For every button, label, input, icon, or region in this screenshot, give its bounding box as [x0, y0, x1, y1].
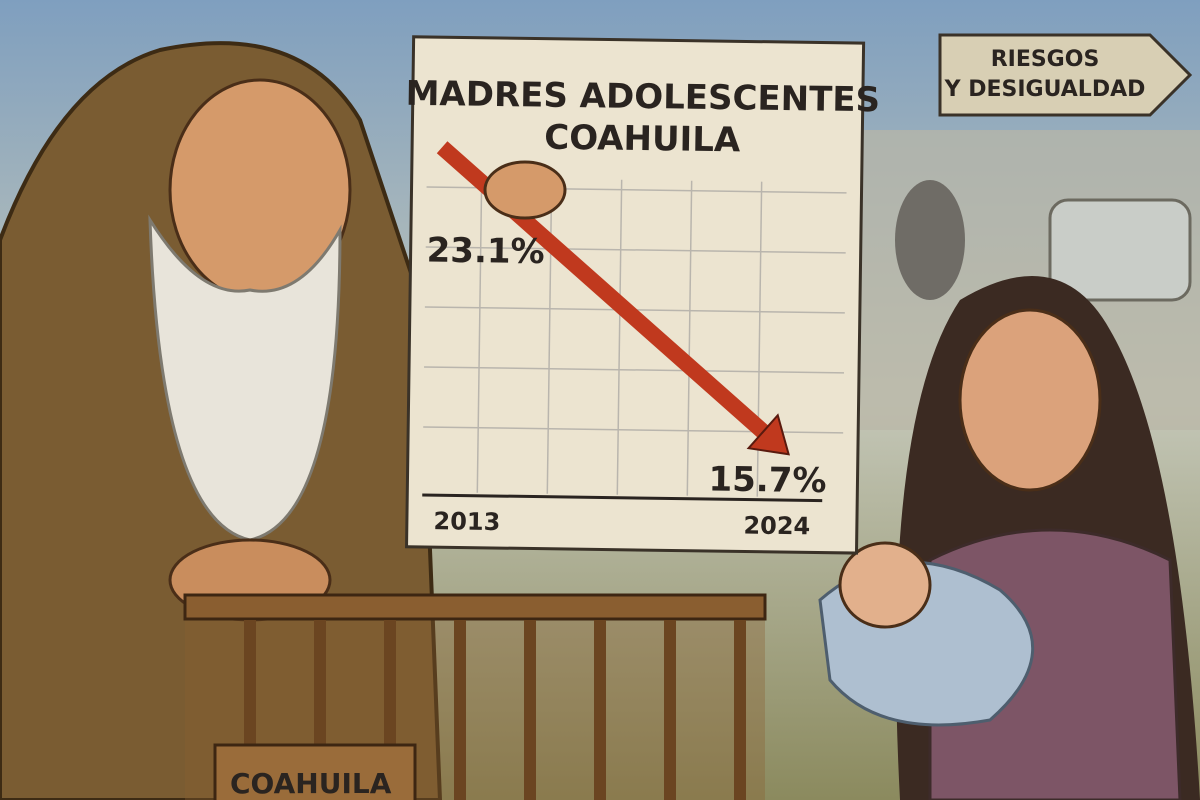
- baby-face: [838, 541, 932, 629]
- old-man-fist: [483, 160, 567, 220]
- sign-text: Y DESIGUALDAD: [944, 77, 1146, 102]
- arrow-head: [746, 413, 790, 456]
- chart-paper: MADRES ADOLESCENTESCOAHUILA 2013 2024 23.1…: [405, 35, 881, 555]
- sign-board: [938, 33, 1193, 117]
- chart-title: MADRES ADOLESCENTESCOAHUILA: [405, 73, 881, 162]
- crib-rail: [183, 593, 767, 621]
- value-label: 15.7%: [708, 459, 827, 501]
- crib-plaque: [213, 743, 417, 800]
- sign-text: RIESGOS: [991, 47, 1100, 72]
- girl-face: [958, 308, 1102, 492]
- crib-label: COAHUILA: [230, 767, 392, 800]
- x-tick-label: 2013: [433, 507, 500, 536]
- x-tick-label: 2024: [743, 511, 810, 540]
- incubator: [1048, 198, 1192, 302]
- value-label: 23.1%: [426, 231, 545, 273]
- nurse-silhouette: [895, 180, 965, 300]
- old-man-beard: [148, 214, 342, 542]
- baseline: [422, 493, 823, 503]
